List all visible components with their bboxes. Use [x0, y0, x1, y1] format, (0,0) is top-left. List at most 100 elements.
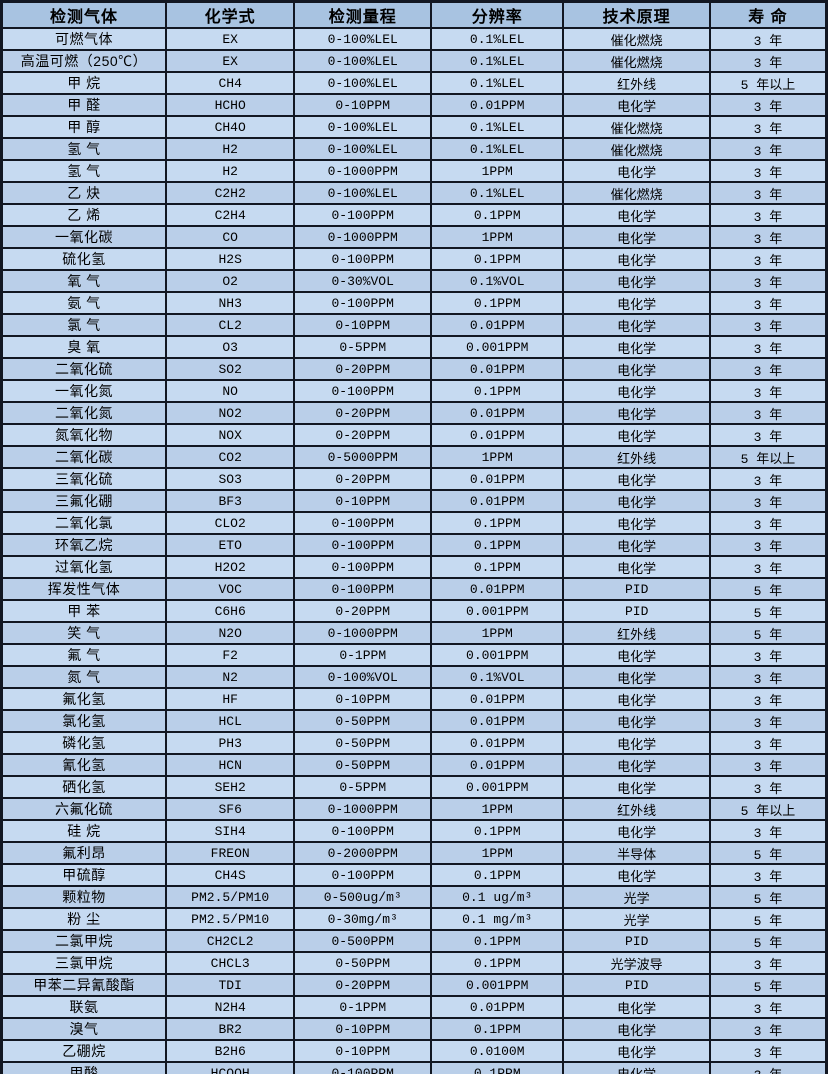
- table-row: 二氧化碳 CO2 0-5000PPM 1PPM 红外线 5 年以上: [0, 445, 828, 469]
- cell-lifespan: 3 年: [708, 291, 828, 315]
- cell-gas: 联氨: [0, 995, 167, 1019]
- cell-principle: 电化学: [562, 511, 711, 535]
- table-row: 臭 氧 O3 0-5PPM 0.001PPM 电化学 3 年: [0, 335, 828, 359]
- cell-lifespan: 3 年: [708, 115, 828, 139]
- cell-lifespan: 3 年: [708, 489, 828, 513]
- cell-principle: 电化学: [562, 269, 711, 293]
- cell-formula: EX: [164, 49, 296, 73]
- cell-gas: 甲 苯: [0, 599, 167, 623]
- cell-gas: 氮 气: [0, 665, 167, 689]
- cell-gas: 三氟化硼: [0, 489, 167, 513]
- table-row: 二氧化氮 NO2 0-20PPM 0.01PPM 电化学 3 年: [0, 401, 828, 425]
- table-row: 甲 烷 CH4 0-100%LEL 0.1%LEL 红外线 5 年以上: [0, 71, 828, 95]
- table-row: 笑 气 N2O 0-1000PPM 1PPM 红外线 5 年: [0, 621, 828, 645]
- cell-gas: 笑 气: [0, 621, 167, 645]
- cell-gas: 氟利昂: [0, 841, 167, 865]
- cell-resolution: 0.01PPM: [429, 995, 565, 1019]
- cell-range: 0-10PPM: [293, 489, 432, 513]
- cell-principle: PID: [562, 973, 711, 997]
- cell-resolution: 1PPM: [429, 841, 565, 865]
- cell-lifespan: 3 年: [708, 335, 828, 359]
- table-row: 二氧化氯 CLO2 0-100PPM 0.1PPM 电化学 3 年: [0, 511, 828, 535]
- cell-resolution: 0.001PPM: [429, 599, 565, 623]
- cell-lifespan: 3 年: [708, 819, 828, 843]
- cell-formula: SF6: [164, 797, 296, 821]
- cell-resolution: 0.1PPM: [429, 203, 565, 227]
- cell-gas: 高温可燃（250℃）: [0, 49, 167, 73]
- cell-resolution: 0.1PPM: [429, 951, 565, 975]
- cell-gas: 三氧化硫: [0, 467, 167, 491]
- cell-gas: 二氧化碳: [0, 445, 167, 469]
- cell-principle: 电化学: [562, 379, 711, 403]
- cell-gas: 溴气: [0, 1017, 167, 1041]
- cell-range: 0-100PPM: [293, 379, 432, 403]
- cell-principle: PID: [562, 577, 711, 601]
- cell-gas: 甲 烷: [0, 71, 167, 95]
- cell-gas: 颗粒物: [0, 885, 167, 909]
- table-row: 二氯甲烷 CH2CL2 0-500PPM 0.1PPM PID 5 年: [0, 929, 828, 953]
- cell-principle: 电化学: [562, 819, 711, 843]
- cell-resolution: 0.1PPM: [429, 1017, 565, 1041]
- cell-resolution: 0.001PPM: [429, 775, 565, 799]
- table-row: 氨 气 NH3 0-100PPM 0.1PPM 电化学 3 年: [0, 291, 828, 315]
- cell-resolution: 0.1 mg/m³: [429, 907, 565, 931]
- cell-resolution: 0.1%LEL: [429, 27, 565, 51]
- cell-gas: 氮氧化物: [0, 423, 167, 447]
- cell-range: 0-100PPM: [293, 555, 432, 579]
- table-row: 环氧乙烷 ETO 0-100PPM 0.1PPM 电化学 3 年: [0, 533, 828, 557]
- header-lifespan: 寿 命: [708, 0, 828, 29]
- cell-lifespan: 3 年: [708, 1039, 828, 1063]
- table-row: 可燃气体 EX 0-100%LEL 0.1%LEL 催化燃烧 3 年: [0, 27, 828, 51]
- header-gas: 检测气体: [0, 0, 167, 29]
- cell-principle: 催化燃烧: [562, 49, 711, 73]
- cell-resolution: 0.1%LEL: [429, 137, 565, 161]
- cell-range: 0-20PPM: [293, 973, 432, 997]
- cell-principle: 电化学: [562, 555, 711, 579]
- cell-formula: C2H4: [164, 203, 296, 227]
- cell-range: 0-100%LEL: [293, 71, 432, 95]
- cell-lifespan: 3 年: [708, 269, 828, 293]
- cell-resolution: 0.1%VOL: [429, 665, 565, 689]
- cell-resolution: 0.1PPM: [429, 863, 565, 887]
- cell-formula: BR2: [164, 1017, 296, 1041]
- table-row: 氮氧化物 NOX 0-20PPM 0.01PPM 电化学 3 年: [0, 423, 828, 447]
- cell-range: 0-1000PPM: [293, 621, 432, 645]
- cell-resolution: 0.1PPM: [429, 291, 565, 315]
- cell-resolution: 1PPM: [429, 445, 565, 469]
- table-row: 甲 醇 CH4O 0-100%LEL 0.1%LEL 催化燃烧 3 年: [0, 115, 828, 139]
- table-row: 三氯甲烷 CHCL3 0-50PPM 0.1PPM 光学波导 3 年: [0, 951, 828, 975]
- cell-range: 0-10PPM: [293, 1039, 432, 1063]
- table-row: 氢 气 H2 0-1000PPM 1PPM 电化学 3 年: [0, 159, 828, 183]
- cell-range: 0-100PPM: [293, 1061, 432, 1074]
- cell-gas: 硫化氢: [0, 247, 167, 271]
- cell-range: 0-100PPM: [293, 577, 432, 601]
- cell-gas: 一氧化氮: [0, 379, 167, 403]
- cell-resolution: 0.1PPM: [429, 511, 565, 535]
- cell-range: 0-100PPM: [293, 863, 432, 887]
- cell-resolution: 0.01PPM: [429, 401, 565, 425]
- cell-formula: CH4S: [164, 863, 296, 887]
- cell-lifespan: 3 年: [708, 137, 828, 161]
- cell-formula: CH4: [164, 71, 296, 95]
- cell-gas: 可燃气体: [0, 27, 167, 51]
- cell-gas: 氯化氢: [0, 709, 167, 733]
- cell-principle: 电化学: [562, 687, 711, 711]
- cell-resolution: 0.1PPM: [429, 1061, 565, 1074]
- cell-formula: B2H6: [164, 1039, 296, 1063]
- cell-gas: 甲 醇: [0, 115, 167, 139]
- cell-principle: 电化学: [562, 335, 711, 359]
- cell-lifespan: 3 年: [708, 1017, 828, 1041]
- cell-formula: CH2CL2: [164, 929, 296, 953]
- cell-resolution: 0.1%LEL: [429, 71, 565, 95]
- cell-resolution: 0.01PPM: [429, 709, 565, 733]
- cell-principle: 电化学: [562, 489, 711, 513]
- cell-resolution: 0.01PPM: [429, 731, 565, 755]
- cell-resolution: 0.001PPM: [429, 335, 565, 359]
- cell-lifespan: 5 年以上: [708, 71, 828, 95]
- cell-resolution: 0.1 ug/m³: [429, 885, 565, 909]
- cell-principle: 电化学: [562, 775, 711, 799]
- cell-gas: 硅 烷: [0, 819, 167, 843]
- table-row: 三氧化硫 SO3 0-20PPM 0.01PPM 电化学 3 年: [0, 467, 828, 491]
- cell-lifespan: 3 年: [708, 863, 828, 887]
- table-row: 甲硫醇 CH4S 0-100PPM 0.1PPM 电化学 3 年: [0, 863, 828, 887]
